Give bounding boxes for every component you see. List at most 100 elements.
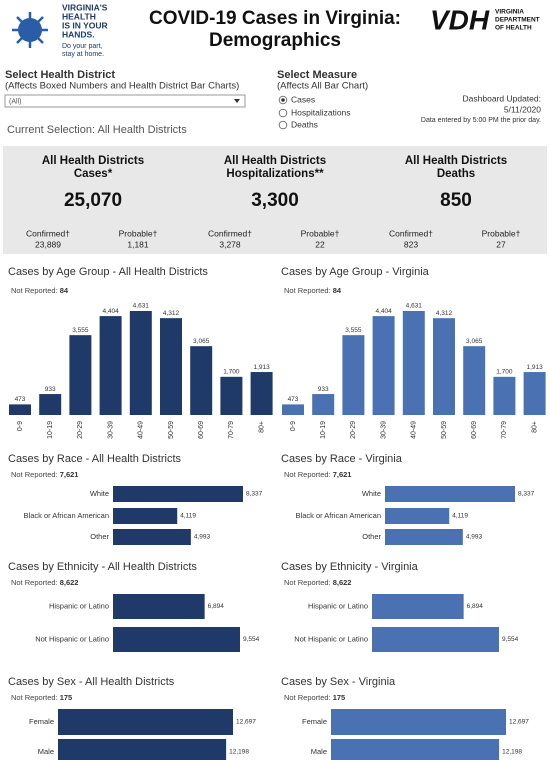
radio-label[interactable]: Deaths	[291, 119, 318, 129]
bar	[113, 594, 205, 619]
x-tick-label: 80+	[258, 421, 265, 433]
not-reported-value: 84	[60, 286, 69, 295]
dropdown-arrow[interactable]	[234, 99, 240, 103]
bar	[58, 709, 233, 735]
bar	[331, 739, 500, 760]
bar	[190, 346, 213, 415]
confirmed-value: 3,278	[219, 239, 241, 249]
vdh-line: OF HEALTH	[495, 25, 532, 32]
logo-line: IS IN YOUR	[62, 20, 108, 30]
chart-title: Cases by Ethnicity - Virginia	[281, 561, 419, 573]
not-reported-label: Not Reported:	[284, 470, 331, 479]
bar	[342, 335, 365, 415]
value-label: 1,700	[496, 369, 513, 376]
value-label: 3,065	[193, 338, 210, 345]
chart-title: Cases by Race - All Health Districts	[8, 453, 181, 465]
chart-title: Cases by Ethnicity - All Health District…	[8, 561, 197, 573]
chart-title: Cases by Sex - All Health Districts	[8, 676, 175, 688]
probable-value: 22	[315, 239, 325, 249]
dropdown-value[interactable]: (All)	[9, 98, 21, 105]
summary-total: 25,070	[64, 190, 122, 211]
summary-total: 3,300	[251, 190, 299, 211]
category-label: Male	[311, 747, 327, 756]
not-reported-value: 7,621	[333, 470, 352, 479]
not-reported-label: Not Reported:	[284, 693, 331, 702]
control-note: (Affects Boxed Numbers and Health Distri…	[5, 81, 239, 92]
value-label: 12,697	[236, 719, 256, 726]
x-tick-label: 30-39	[107, 421, 114, 439]
bar	[372, 594, 464, 619]
summary-title: Hospitalizations**	[226, 168, 324, 180]
x-tick-label: 60-69	[471, 421, 478, 439]
summary: All Health DistrictsCases*25,070Confirme…	[26, 155, 521, 249]
value-label: 473	[15, 396, 26, 403]
x-tick-label: 80+	[531, 421, 538, 433]
measure-radio[interactable]: Cases Hospitalizations Deaths	[278, 94, 351, 130]
radio[interactable]	[278, 120, 288, 130]
value-label: 8,337	[246, 491, 263, 498]
chart-title: Cases by Sex - Virginia	[281, 676, 396, 688]
bar	[39, 394, 62, 415]
updated-date: 5/11/2020	[504, 104, 541, 114]
x-tick-label: 30-39	[380, 421, 387, 439]
category-label: Black or African American	[296, 511, 381, 520]
summary-box	[3, 146, 547, 254]
bar	[113, 486, 243, 502]
category-label: Hispanic or Latino	[308, 601, 368, 610]
bar	[463, 346, 486, 415]
value-label: 8,337	[518, 491, 535, 498]
radio-label[interactable]: Hospitalizations	[291, 107, 351, 117]
category-label: Female	[302, 717, 327, 726]
bar	[523, 372, 546, 415]
value-label: 9,554	[502, 636, 519, 643]
x-tick-label: 20-29	[77, 421, 84, 439]
dropdown-box[interactable]	[4, 94, 246, 108]
x-tick-label: 0-9	[290, 421, 297, 431]
summary-title: All Health Districts	[42, 155, 144, 167]
category-label: Female	[29, 717, 54, 726]
summary-title: All Health Districts	[224, 155, 326, 167]
bar	[99, 316, 122, 415]
value-label: 6,894	[467, 603, 484, 610]
updated-note: Data entered by 5:00 PM the prior day.	[421, 117, 541, 124]
bar	[113, 508, 178, 524]
value-label: 9,554	[243, 636, 260, 643]
logo-line: VIRGINIA'S	[62, 2, 108, 12]
radio-dot[interactable]	[281, 98, 285, 102]
value-label: 6,894	[208, 603, 225, 610]
bar	[129, 311, 152, 415]
value-label: 12,198	[502, 749, 522, 756]
probable-value: 27	[496, 239, 506, 249]
bar	[402, 311, 425, 415]
current-selection: Current Selection: All Health Districts	[7, 124, 187, 136]
bar	[220, 376, 243, 415]
x-tick-label: 10-19	[47, 421, 54, 439]
bar	[113, 627, 240, 652]
bar	[69, 335, 92, 415]
bar	[331, 709, 506, 735]
not-reported-label: Not Reported:	[11, 286, 58, 295]
chart-title: Cases by Age Group - All Health District…	[8, 266, 208, 278]
logo-tagline: Do your part,	[62, 43, 103, 50]
value-label: 933	[45, 386, 56, 393]
control-note: (Affects All Bar Chart)	[277, 81, 368, 92]
vdh-line: VIRGINIA	[495, 9, 524, 16]
bar	[9, 404, 31, 415]
not-reported-value: 175	[60, 693, 73, 702]
radio-label[interactable]: Cases	[291, 94, 315, 104]
radio[interactable]	[278, 108, 288, 118]
x-tick-label: 0-9	[17, 421, 24, 431]
bar	[282, 404, 304, 415]
bar	[433, 318, 455, 415]
page-title: Demographics	[209, 30, 341, 51]
value-label: 933	[318, 386, 329, 393]
district-dropdown[interactable]: (All)	[4, 94, 246, 108]
value-label: 4,312	[163, 310, 180, 317]
value-label: 1,913	[526, 364, 543, 371]
category-label: Male	[38, 747, 54, 756]
category-label: Other	[362, 532, 381, 541]
bar	[160, 318, 182, 415]
category-label: Not Hispanic or Latino	[35, 634, 109, 643]
x-tick-label: 40-49	[411, 421, 418, 439]
